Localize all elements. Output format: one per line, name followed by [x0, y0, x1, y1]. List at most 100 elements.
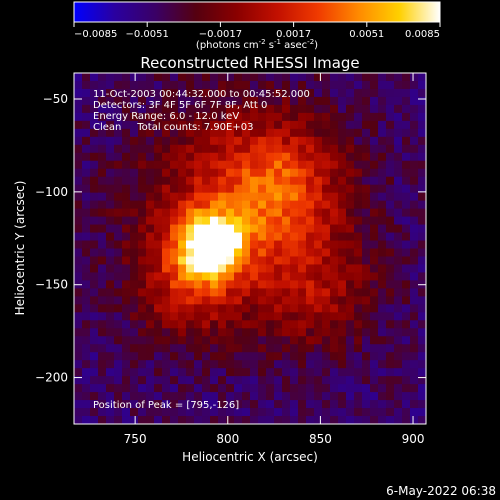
- heatmap-cell: [258, 320, 267, 329]
- heatmap-cell: [98, 152, 107, 162]
- heatmap-cell: [186, 144, 195, 154]
- heatmap-cell: [138, 104, 147, 114]
- heatmap-cell: [170, 368, 179, 377]
- heatmap-cell: [98, 416, 107, 424]
- heatmap-cell: [106, 408, 115, 417]
- heatmap-cell: [98, 136, 107, 146]
- heatmap-cell: [114, 73, 123, 82]
- heatmap-cell: [394, 168, 403, 178]
- heatmap-cell: [338, 368, 347, 377]
- heatmap-cell: [210, 384, 219, 393]
- heatmap-cell: [290, 73, 299, 82]
- heatmap-cell: [242, 96, 251, 106]
- heatmap-cell: [170, 392, 179, 401]
- heatmap-cell: [282, 208, 291, 218]
- heatmap-cell: [234, 216, 243, 226]
- heatmap-cell: [418, 160, 426, 170]
- heatmap-cell: [322, 272, 331, 282]
- heatmap-cell: [394, 200, 403, 210]
- heatmap-cell: [226, 336, 235, 345]
- heatmap-cell: [290, 128, 299, 138]
- heatmap-cell: [266, 296, 275, 305]
- heatmap-cell: [338, 192, 347, 202]
- heatmap-cell: [330, 208, 339, 218]
- heatmap-cell: [218, 344, 227, 353]
- heatmap-cell: [98, 408, 107, 417]
- heatmap-cell: [194, 128, 203, 138]
- heatmap-cell: [250, 160, 259, 170]
- heatmap-cell: [202, 112, 211, 122]
- heatmap-cell: [266, 232, 275, 242]
- heatmap-cell: [202, 248, 211, 258]
- heatmap-cell: [394, 408, 403, 417]
- heatmap-cell: [370, 128, 379, 138]
- heatmap-cell: [290, 368, 299, 377]
- heatmap-cell: [258, 192, 267, 202]
- heatmap-cell: [178, 88, 187, 98]
- heatmap-cell: [274, 232, 283, 242]
- heatmap-cell: [178, 280, 187, 289]
- heatmap-cell: [74, 184, 83, 194]
- heatmap-cell: [154, 208, 163, 218]
- heatmap-cell: [258, 184, 267, 194]
- heatmap-cell: [210, 112, 219, 122]
- heatmap-cell: [282, 296, 291, 305]
- heatmap-cell: [282, 168, 291, 178]
- heatmap-cell: [82, 88, 91, 98]
- heatmap-cell: [90, 272, 99, 282]
- heatmap-cell: [274, 280, 283, 289]
- heatmap-cell: [338, 216, 347, 226]
- heatmap-cell: [146, 376, 155, 385]
- heatmap-cell: [290, 200, 299, 210]
- heatmap-cell: [274, 384, 283, 393]
- heatmap-cell: [282, 152, 291, 162]
- heatmap-cell: [354, 408, 363, 417]
- heatmap-cell: [154, 400, 163, 409]
- heatmap-cell: [178, 136, 187, 146]
- heatmap-cell: [242, 360, 251, 369]
- heatmap-cell: [354, 312, 363, 321]
- heatmap-cell: [138, 168, 147, 178]
- heatmap-cell: [178, 152, 187, 162]
- heatmap-cell: [162, 120, 171, 130]
- heatmap-cell: [338, 296, 347, 305]
- heatmap-cell: [122, 304, 131, 313]
- heatmap-cell: [146, 208, 155, 218]
- heatmap-cell: [98, 280, 107, 289]
- heatmap-cell: [306, 408, 315, 417]
- heatmap-cell: [402, 320, 411, 329]
- heatmap-cell: [82, 192, 91, 202]
- heatmap-cell: [314, 408, 323, 417]
- heatmap-cell: [250, 144, 259, 154]
- heatmap-cell: [290, 312, 299, 321]
- heatmap-cell: [146, 304, 155, 313]
- heatmap-cell: [282, 392, 291, 401]
- heatmap-cell: [298, 376, 307, 385]
- heatmap-cell: [314, 176, 323, 186]
- heatmap-cell: [226, 160, 235, 170]
- heatmap-cell: [370, 384, 379, 393]
- heatmap-cell: [250, 416, 259, 424]
- heatmap-cell: [266, 88, 275, 98]
- heatmap-cell: [98, 312, 107, 321]
- heatmap-cell: [298, 128, 307, 138]
- heatmap-cell: [306, 400, 315, 409]
- heatmap-cell: [138, 96, 147, 106]
- heatmap-cell: [354, 296, 363, 305]
- heatmap-cell: [402, 88, 411, 98]
- unit-mid2: asec: [281, 40, 307, 51]
- heatmap-cell: [274, 256, 283, 266]
- heatmap-cell: [370, 176, 379, 186]
- heatmap-cell: [154, 200, 163, 210]
- heatmap-cell: [298, 80, 307, 90]
- heatmap-cell: [218, 184, 227, 194]
- heatmap-cell: [234, 392, 243, 401]
- heatmap-cell: [282, 368, 291, 377]
- heatmap-cell: [194, 112, 203, 122]
- heatmap-cell: [322, 400, 331, 409]
- heatmap-cell: [242, 112, 251, 122]
- heatmap-cell: [330, 120, 339, 130]
- heatmap-cell: [130, 73, 139, 82]
- heatmap-cell: [258, 120, 267, 130]
- heatmap-cell: [162, 352, 171, 361]
